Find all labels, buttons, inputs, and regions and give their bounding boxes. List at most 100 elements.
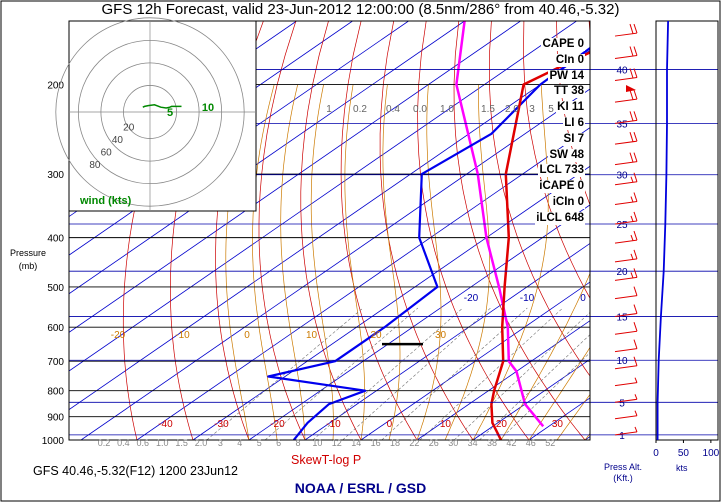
press-alt-tick-label: 40 bbox=[616, 66, 628, 77]
mixing-ratio-label-bottom: 8 bbox=[295, 438, 300, 448]
index-tt: TT 38 bbox=[552, 85, 585, 99]
isotherm-label-lower: 30 bbox=[552, 419, 564, 430]
mixing-ratio-label-bottom: 2.0 bbox=[195, 438, 208, 448]
moist-adiabat-label: 20 bbox=[370, 330, 382, 341]
mixing-ratio-label-top: 0.2 bbox=[353, 104, 367, 115]
mixing-ratio-label-bottom: 0.2 bbox=[98, 438, 111, 448]
mixing-ratio-line bbox=[419, 307, 564, 440]
isotherm-line bbox=[69, 21, 577, 372]
mixing-ratio-line bbox=[499, 352, 590, 440]
mixing-ratio-label-bottom: 1.5 bbox=[175, 438, 188, 448]
mixing-ratio-label-bottom: 18 bbox=[390, 438, 400, 448]
mixing-ratio-label-top: 1.5 bbox=[481, 104, 495, 115]
moist-adiabat bbox=[382, 84, 401, 440]
index-li: LI 6 bbox=[563, 117, 585, 130]
mixing-ratio-line bbox=[453, 312, 590, 440]
pressure-axis-unit: (mb) bbox=[18, 261, 38, 271]
wind-barb bbox=[614, 111, 638, 124]
hodograph-ring-label: 40 bbox=[112, 135, 124, 146]
mixing-ratio-label-top: 3 bbox=[529, 104, 535, 115]
wind-speed-tick-label: 50 bbox=[678, 448, 690, 459]
press-alt-tick-label: 1 bbox=[619, 431, 625, 442]
wind-speed-tick-label: 0 bbox=[653, 448, 659, 459]
mixing-ratio-label-bottom: 22 bbox=[409, 438, 419, 448]
pressure-tick-label: 800 bbox=[47, 387, 64, 398]
index-cape: CAPE 0 bbox=[541, 38, 585, 51]
isotherm-line bbox=[69, 21, 465, 295]
isotherm-label-upper: -10 bbox=[520, 293, 535, 304]
isotherm-line bbox=[472, 358, 590, 440]
hodograph-trace bbox=[142, 104, 182, 109]
isotherm-line bbox=[416, 320, 590, 440]
mixing-ratio-label-bottom: 30 bbox=[448, 438, 458, 448]
mixing-ratio-label-top: 1 bbox=[326, 104, 332, 115]
dry-adiabat bbox=[258, 21, 306, 440]
isotherm-line bbox=[69, 49, 590, 411]
wind-barb bbox=[614, 286, 638, 300]
isotherm-label-lower: 20 bbox=[496, 419, 508, 430]
hodograph-ring bbox=[77, 39, 223, 185]
wind-barb bbox=[614, 304, 638, 318]
index-sw: SW 48 bbox=[548, 148, 585, 162]
hodograph-panel bbox=[68, 20, 257, 212]
mixing-ratio-label-top: 2.0 bbox=[505, 104, 519, 115]
pressure-axis-word: Pressure bbox=[10, 248, 47, 258]
pressure-tick-label: 900 bbox=[47, 413, 64, 424]
mixing-ratio-label-bottom: 52 bbox=[545, 438, 555, 448]
isotherm-line bbox=[248, 204, 590, 440]
mixing-ratio-label-bottom: 10 bbox=[312, 438, 322, 448]
isotherm-label-upper: 0 bbox=[580, 293, 586, 304]
dry-adiabat bbox=[453, 21, 586, 440]
mixing-ratio-line bbox=[342, 307, 491, 440]
mixing-ratio-label-bottom: 0.6 bbox=[137, 438, 150, 448]
mixing-ratio-label-bottom: 0.4 bbox=[117, 438, 130, 448]
index-cin: CIn 0 bbox=[554, 53, 585, 67]
isotherm-line bbox=[584, 436, 590, 440]
wind-barb bbox=[614, 249, 638, 263]
dry-adiabat bbox=[417, 21, 530, 440]
press-alt-word: Press Alt. bbox=[603, 462, 642, 472]
press-alt-tick-label: 25 bbox=[616, 220, 628, 231]
isotherm-line bbox=[304, 242, 590, 440]
mixing-ratio-label-bottom: 1.0 bbox=[156, 438, 169, 448]
dry-adiabat bbox=[687, 21, 721, 440]
moist-adiabat-label: -20 bbox=[111, 330, 126, 341]
location-footer: GFS 40.46,-5.32(F12) 1200 23Jun12 bbox=[33, 464, 238, 478]
wind-barb bbox=[614, 172, 638, 186]
wind-barb bbox=[614, 410, 638, 420]
index-icape: iCAPE 0 bbox=[538, 180, 585, 194]
moist-adiabat bbox=[556, 393, 590, 440]
temperature-trace bbox=[490, 51, 590, 440]
wind-barb bbox=[614, 426, 638, 436]
hodograph-label: wind (kts) bbox=[80, 195, 132, 207]
wind-barb bbox=[614, 356, 638, 370]
mixing-ratio-label-top: 1.0 bbox=[440, 104, 454, 115]
wind-barb bbox=[614, 377, 638, 387]
hodograph-ring bbox=[55, 17, 245, 207]
moist-adiabat-label: 30 bbox=[435, 330, 447, 341]
hodograph-ring-label: 20 bbox=[123, 123, 135, 134]
pressure-tick-label: 1000 bbox=[42, 436, 65, 447]
pressure-tick-label: 400 bbox=[47, 234, 64, 245]
skewt-logp-label: SkewT-log P bbox=[291, 453, 362, 467]
wind-barb bbox=[614, 268, 638, 281]
dry-adiabat bbox=[300, 21, 362, 440]
hodograph-point-label: 5 bbox=[167, 107, 173, 119]
moist-adiabat-label: 10 bbox=[306, 330, 318, 341]
press-alt-tick-label: 35 bbox=[616, 119, 628, 130]
mixing-ratio-label-bottom: 38 bbox=[487, 438, 497, 448]
wind-barb bbox=[614, 89, 638, 103]
isotherm-line bbox=[80, 88, 590, 440]
pressure-tick-label: 200 bbox=[47, 81, 64, 92]
wind-barb bbox=[614, 394, 638, 403]
dry-adiabat bbox=[523, 21, 590, 299]
wind-barb bbox=[614, 68, 638, 82]
wind-speed-panel bbox=[655, 20, 719, 441]
press-alt-axis-title: Press Alt. (Kft.) bbox=[601, 462, 645, 484]
wind-barb bbox=[614, 132, 638, 145]
mixing-ratio-label-bottom: 16 bbox=[371, 438, 381, 448]
dry-adiabat bbox=[489, 21, 590, 377]
mixing-ratio-label-top: 5 bbox=[548, 104, 554, 115]
mixing-ratio-label-bottom: 6 bbox=[276, 438, 281, 448]
index-pw: PW 14 bbox=[548, 69, 585, 83]
